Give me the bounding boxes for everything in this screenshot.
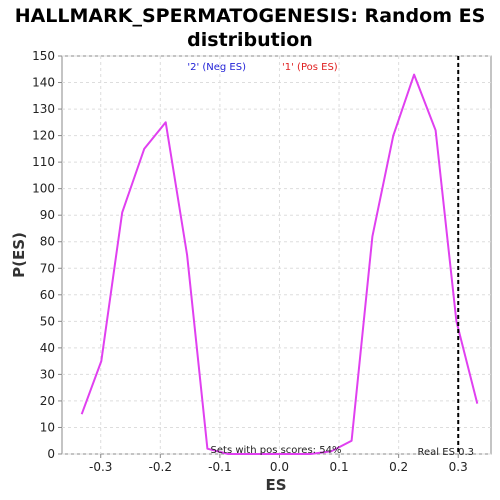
series-layer <box>80 56 479 455</box>
y-tick-label: 150 <box>32 49 55 63</box>
y-tick-label: 110 <box>32 155 55 169</box>
x-tick-label: 0.3 <box>449 460 468 474</box>
y-tick-label: 140 <box>32 76 55 90</box>
legend-entry-neg: '2' (Neg ES) <box>187 62 246 73</box>
y-tick-label: 20 <box>40 394 55 408</box>
y-tick-label: 50 <box>40 314 55 328</box>
y-tick-label: 30 <box>40 367 55 381</box>
y-tick-label: 80 <box>40 235 55 249</box>
chart-title-line1: HALLMARK_SPERMATOGENESIS: Random ES <box>15 5 486 27</box>
y-tick-label: 60 <box>40 288 55 302</box>
x-tick-label: 0.2 <box>389 460 408 474</box>
x-tick-label: -0.1 <box>208 460 231 474</box>
real-es-label: Real ES 0.3 <box>418 447 474 458</box>
x-tick-label: -0.3 <box>89 460 112 474</box>
plot-area <box>61 55 492 455</box>
x-tick-label: -0.2 <box>149 460 172 474</box>
y-tick-label: 40 <box>40 341 55 355</box>
y-tick-label: 100 <box>32 182 55 196</box>
y-tick-label: 90 <box>40 208 55 222</box>
y-tick-label: 130 <box>32 102 55 116</box>
pos-scores-annotation: Sets with pos scores: 54% <box>211 445 342 456</box>
x-tick-label: 0.1 <box>330 460 349 474</box>
x-axis-title: ES <box>265 476 286 494</box>
y-tick-label: 0 <box>47 447 55 461</box>
y-tick-label: 70 <box>40 261 55 275</box>
legend-entry-pos: '1' (Pos ES) <box>282 62 338 73</box>
es-distribution-line <box>80 73 479 455</box>
x-tick-label: 0.0 <box>270 460 289 474</box>
axis-layer: 0 10 20 30 40 50 60 70 80 90 100 110 120 130 140 150 -0.… <box>32 49 468 474</box>
y-axis-title: P(ES) <box>10 232 28 278</box>
y-tick-label: 10 <box>40 420 55 434</box>
chart-title-line2: distribution <box>187 29 313 51</box>
y-tick-label: 120 <box>32 129 55 143</box>
